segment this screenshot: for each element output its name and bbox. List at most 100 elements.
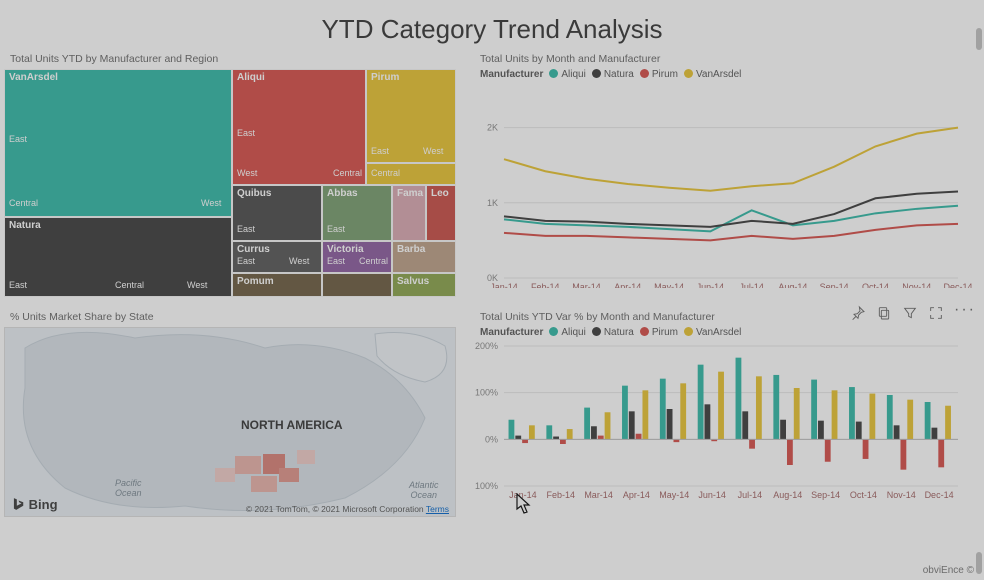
treemap-region-label: West (289, 256, 309, 266)
svg-text:1K: 1K (487, 198, 498, 208)
treemap-cell[interactable]: Abbas East (322, 185, 392, 241)
treemap-cell-label: Salvus (397, 276, 429, 287)
treemap-cell[interactable]: Central (366, 163, 456, 185)
focus-icon[interactable] (928, 305, 944, 326)
treemap-cell[interactable]: NaturaEastCentralWest (4, 217, 232, 297)
tile-title: Total Units YTD by Manufacturer and Regi… (10, 53, 462, 65)
legend: ManufacturerAliquiNaturaPirumVanArsdel (480, 69, 984, 80)
treemap-region-label: East (237, 128, 255, 138)
ocean-label: PacificOcean (115, 478, 142, 498)
svg-text:100%: 100% (475, 481, 498, 491)
treemap-region-label: West (237, 168, 257, 178)
svg-text:Dec-14: Dec-14 (925, 490, 954, 500)
filter-icon[interactable] (902, 305, 918, 326)
treemap-region-label: Central (115, 280, 144, 290)
treemap-cell[interactable]: Salvus (392, 273, 456, 297)
treemap-region-label: Central (333, 168, 362, 178)
footer-copyright: obviEnce © (923, 565, 974, 576)
treemap-cell-label: Abbas (327, 188, 358, 199)
map-visual[interactable]: NORTH AMERICA PacificOcean AtlanticOcean… (4, 327, 456, 517)
treemap-cell-label: Pirum (371, 72, 399, 83)
treemap-cell[interactable]: Aliqui East West Central (232, 69, 366, 185)
treemap-visual[interactable]: VanArsdelEastCentralWestNaturaEastCentra… (4, 69, 456, 297)
treemap-region-label: East (327, 256, 345, 266)
treemap-cell[interactable]: Barba (392, 241, 456, 273)
treemap-tile[interactable]: Total Units YTD by Manufacturer and Regi… (4, 53, 462, 301)
treemap-region-label: West (423, 146, 443, 156)
linechart-tile[interactable]: Total Units by Month and Manufacturer Ma… (474, 53, 984, 301)
treemap-cell-label: Leo (431, 188, 449, 199)
treemap-cell-label: Currus (237, 244, 270, 255)
svg-text:Jul-14: Jul-14 (738, 490, 763, 500)
legend: ManufacturerAliquiNaturaPirumVanArsdel (480, 327, 984, 338)
tile-title: % Units Market Share by State (10, 311, 462, 323)
treemap-region-label: Central (359, 256, 388, 266)
treemap-region-label: East (371, 146, 389, 156)
barchart-tile[interactable]: ··· Total Units YTD Var % by Month and M… (474, 311, 984, 519)
treemap-cell[interactable]: Pirum East West (366, 69, 456, 163)
svg-text:Apr-14: Apr-14 (614, 282, 641, 288)
svg-text:Feb-14: Feb-14 (546, 490, 575, 500)
svg-text:Jun-14: Jun-14 (697, 282, 725, 288)
svg-text:Nov-14: Nov-14 (887, 490, 916, 500)
treemap-cell[interactable]: Leo (426, 185, 456, 241)
treemap-cell[interactable] (322, 273, 392, 297)
more-icon[interactable]: ··· (954, 305, 976, 326)
copy-icon[interactable] (876, 305, 892, 326)
pin-icon[interactable] (850, 305, 866, 326)
page-title: YTD Category Trend Analysis (0, 0, 984, 53)
terms-link[interactable]: Terms (426, 504, 449, 514)
treemap-region-label: East (237, 224, 255, 234)
svg-text:Sep-14: Sep-14 (811, 490, 840, 500)
svg-text:100%: 100% (475, 388, 498, 398)
treemap-cell[interactable]: Pomum (232, 273, 322, 297)
svg-text:Jun-14: Jun-14 (698, 490, 726, 500)
treemap-region-label: East (237, 256, 255, 266)
visual-toolbar: ··· (850, 305, 976, 326)
treemap-region-label: East (9, 280, 27, 290)
treemap-region-label: Central (371, 168, 400, 178)
scrollbar-thumb[interactable] (976, 552, 982, 574)
svg-text:0%: 0% (485, 434, 498, 444)
map-attribution: © 2021 TomTom, © 2021 Microsoft Corporat… (246, 504, 449, 514)
treemap-cell-label: Quibus (237, 188, 271, 199)
treemap-cell-label: Barba (397, 244, 425, 255)
treemap-cell[interactable]: Quibus East (232, 185, 322, 241)
treemap-region-label: West (187, 280, 207, 290)
svg-text:May-14: May-14 (659, 490, 689, 500)
svg-text:Jan-14: Jan-14 (490, 282, 518, 288)
treemap-cell-label: VanArsdel (9, 72, 58, 83)
svg-text:Mar-14: Mar-14 (572, 282, 601, 288)
treemap-cell[interactable]: CurrusEast West (232, 241, 322, 273)
treemap-region-label: West (201, 198, 221, 208)
bing-logo: Bing (11, 497, 58, 512)
treemap-cell-label: Pomum (237, 276, 274, 287)
linechart-visual[interactable]: 0K1K2KJan-14Feb-14Mar-14Apr-14May-14Jun-… (474, 82, 972, 288)
svg-text:Mar-14: Mar-14 (584, 490, 613, 500)
svg-text:Nov-14: Nov-14 (902, 282, 931, 288)
scrollbar-thumb[interactable] (976, 28, 982, 50)
treemap-cell[interactable]: VictoriaEast Central (322, 241, 392, 273)
treemap-cell[interactable]: Fama (392, 185, 426, 241)
mouse-cursor (516, 493, 532, 515)
svg-text:Sep-14: Sep-14 (820, 282, 849, 288)
svg-text:Aug-14: Aug-14 (773, 490, 802, 500)
treemap-cell-label: Fama (397, 188, 423, 199)
treemap-cell-label: Aliqui (237, 72, 265, 83)
svg-text:Jul-14: Jul-14 (739, 282, 764, 288)
svg-text:Feb-14: Feb-14 (531, 282, 560, 288)
svg-text:Oct-14: Oct-14 (850, 490, 877, 500)
map-tile[interactable]: % Units Market Share by State NORTH AMER… (4, 311, 462, 519)
svg-text:2K: 2K (487, 123, 498, 133)
tile-title: Total Units by Month and Manufacturer (480, 53, 984, 65)
svg-text:Apr-14: Apr-14 (623, 490, 650, 500)
treemap-cell-label: Victoria (327, 244, 364, 255)
treemap-region-label: East (327, 224, 345, 234)
treemap-region-label: East (9, 134, 27, 144)
treemap-cell[interactable]: VanArsdel East Central West (4, 69, 232, 217)
barchart-visual[interactable]: 100%0%100%200%Jan-14Feb-14Mar-14Apr-14Ma… (474, 340, 972, 504)
treemap-region-label: Central (9, 198, 38, 208)
map-continent-label: NORTH AMERICA (241, 418, 343, 432)
ocean-label: AtlanticOcean (409, 480, 439, 500)
svg-text:May-14: May-14 (654, 282, 684, 288)
